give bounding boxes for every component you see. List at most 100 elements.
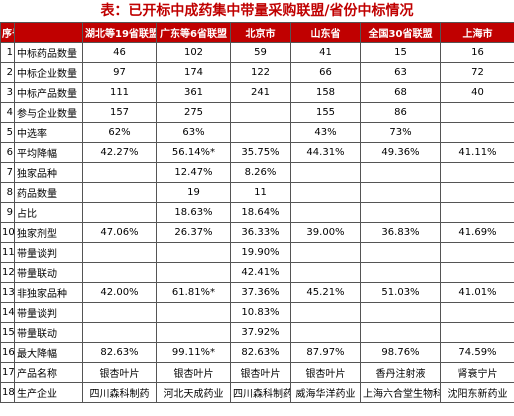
row-number: 17	[0, 362, 15, 383]
table-row: 11 带量谈判 19.90%	[0, 242, 514, 263]
cell: 68	[360, 82, 441, 103]
row-label: 最大降幅	[14, 342, 83, 363]
row-number: 1	[0, 42, 15, 63]
cell: 82.63%	[230, 342, 291, 363]
cell	[82, 322, 157, 343]
cell	[82, 162, 157, 183]
row-number: 16	[0, 342, 15, 363]
cell: 155	[290, 102, 361, 123]
row-label: 参与企业数量	[14, 102, 83, 123]
row-label: 中标产品数量	[14, 82, 83, 103]
row-number: 3	[0, 82, 15, 103]
cell: 63%	[156, 122, 231, 143]
cell	[440, 122, 514, 143]
cell: 74.59%	[440, 342, 514, 363]
table-row: 15 带量联动 37.92%	[0, 322, 514, 343]
cell: 36.83%	[360, 222, 441, 243]
cell: 97	[82, 62, 157, 83]
cell: 98.76%	[360, 342, 441, 363]
row-label: 生产企业	[14, 382, 83, 403]
cell: 11	[230, 182, 291, 203]
column-header: 全国30省联盟	[360, 22, 441, 43]
cell: 87.97%	[290, 342, 361, 363]
row-label: 独家剂型	[14, 222, 83, 243]
cell: 63	[360, 62, 441, 83]
cell: 82.63%	[82, 342, 157, 363]
row-label: 带量谈判	[14, 242, 83, 263]
cell	[290, 182, 361, 203]
table-row: 5 中选率 62% 63% 43% 73%	[0, 122, 514, 143]
row-label: 平均降幅	[14, 142, 83, 163]
cell	[360, 262, 441, 283]
table: 序号湖北等19省联盟广东等6省联盟北京市山东省全国30省联盟上海市1中标药品数量…	[0, 22, 514, 403]
cell	[440, 162, 514, 183]
row-number: 12	[0, 262, 15, 283]
cell: 沈阳东新药业	[440, 382, 514, 403]
cell: 36.33%	[230, 222, 291, 243]
cell: 361	[156, 82, 231, 103]
row-number: 8	[0, 182, 15, 203]
table-row: 12 带量联动 42.41%	[0, 262, 514, 283]
cell	[156, 322, 231, 343]
table-row: 10 独家剂型 47.06% 26.37% 36.33% 39.00% 36.83% 41.6…	[0, 222, 514, 243]
table-row: 7 独家品种 12.47% 8.26%	[0, 162, 514, 183]
column-header	[14, 22, 83, 43]
cell: 59	[230, 42, 291, 63]
cell: 42.41%	[230, 262, 291, 283]
cell	[290, 242, 361, 263]
cell	[440, 302, 514, 323]
cell	[230, 122, 291, 143]
cell	[82, 182, 157, 203]
cell: 四川森科制药	[82, 382, 157, 403]
table-row: 17 产品名称 银杏叶片 银杏叶片 银杏叶片 银杏叶片 香丹注射液 肾衰宁片	[0, 362, 514, 383]
cell	[82, 302, 157, 323]
row-number: 10	[0, 222, 15, 243]
cell	[360, 322, 441, 343]
column-header: 湖北等19省联盟	[82, 22, 157, 43]
title: 表：已开标中成药集中带量采购联盟/省份中标情况	[100, 3, 414, 19]
cell: 45.21%	[290, 282, 361, 303]
cell: 银杏叶片	[290, 362, 361, 383]
row-label: 带量联动	[14, 262, 83, 283]
cell: 42.00%	[82, 282, 157, 303]
cell: 99.11%*	[156, 342, 231, 363]
cell: 111	[82, 82, 157, 103]
row-label: 带量谈判	[14, 302, 83, 323]
table-row: 14 带量谈判 10.83%	[0, 302, 514, 323]
cell: 275	[156, 102, 231, 123]
cell: 18.64%	[230, 202, 291, 223]
cell: 银杏叶片	[230, 362, 291, 383]
row-number: 4	[0, 102, 15, 123]
cell	[82, 202, 157, 223]
cell	[156, 302, 231, 323]
cell: 41.01%	[440, 282, 514, 303]
cell	[440, 102, 514, 123]
cell: 66	[290, 62, 361, 83]
cell	[290, 202, 361, 223]
row-label: 占比	[14, 202, 83, 223]
column-header: 北京市	[230, 22, 291, 43]
cell: 73%	[360, 122, 441, 143]
cell	[156, 262, 231, 283]
cell: 158	[290, 82, 361, 103]
row-label: 带量联动	[14, 322, 83, 343]
row-number: 13	[0, 282, 15, 303]
cell: 46	[82, 42, 157, 63]
cell: 河北天成药业	[156, 382, 231, 403]
cell: 56.14%*	[156, 142, 231, 163]
table-row: 2 中标企业数量 97 174 122 66 63 72	[0, 62, 514, 83]
cell	[440, 242, 514, 263]
row-number: 5	[0, 122, 15, 143]
row-number: 18	[0, 382, 15, 403]
cell: 157	[82, 102, 157, 123]
row-label: 独家品种	[14, 162, 83, 183]
cell	[82, 242, 157, 263]
table-row: 13 非独家品种 42.00% 61.81%* 37.36% 45.21% 51.03% 41…	[0, 282, 514, 303]
cell: 122	[230, 62, 291, 83]
cell: 43%	[290, 122, 361, 143]
row-label: 中标药品数量	[14, 42, 83, 63]
cell: 15	[360, 42, 441, 63]
cell	[230, 102, 291, 123]
cell: 19.90%	[230, 242, 291, 263]
